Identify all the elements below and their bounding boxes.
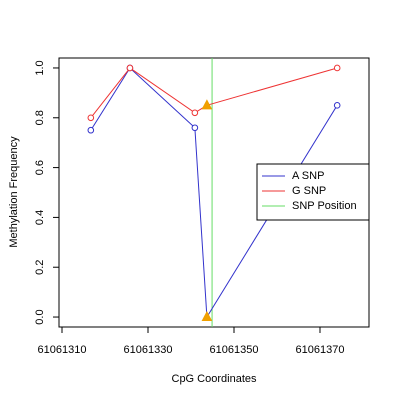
y-tick-label: 1.0: [34, 60, 46, 75]
y-tick-label: 0.8: [34, 110, 46, 125]
snp-marker: [201, 310, 213, 322]
x-axis-label: CpG Coordinates: [172, 373, 257, 385]
point: [191, 109, 199, 117]
y-axis-label: Methylation Frequency: [8, 136, 20, 248]
x-tick-label: 61061310: [38, 344, 87, 356]
snp-marker: [201, 99, 213, 110]
point: [333, 102, 341, 109]
y-tick-label: 0.6: [34, 160, 46, 175]
x-tick-label: 61061330: [124, 344, 173, 356]
point: [191, 124, 199, 132]
point: [87, 126, 95, 134]
series-line: [90, 67, 338, 119]
legend-box: [256, 163, 370, 221]
legend-label: A SNP: [292, 170, 324, 182]
y-tick-label: 0.0: [34, 309, 46, 324]
legend-label: G SNP: [292, 185, 326, 197]
point: [333, 64, 341, 72]
x-tick-label: 61061350: [210, 344, 259, 356]
point: [126, 64, 134, 72]
legend-label: SNP Position: [292, 200, 357, 212]
x-tick-label: 61061370: [296, 344, 345, 356]
point: [87, 114, 95, 122]
y-tick-label: 0.4: [34, 210, 46, 225]
y-tick-label: 0.2: [34, 260, 46, 275]
